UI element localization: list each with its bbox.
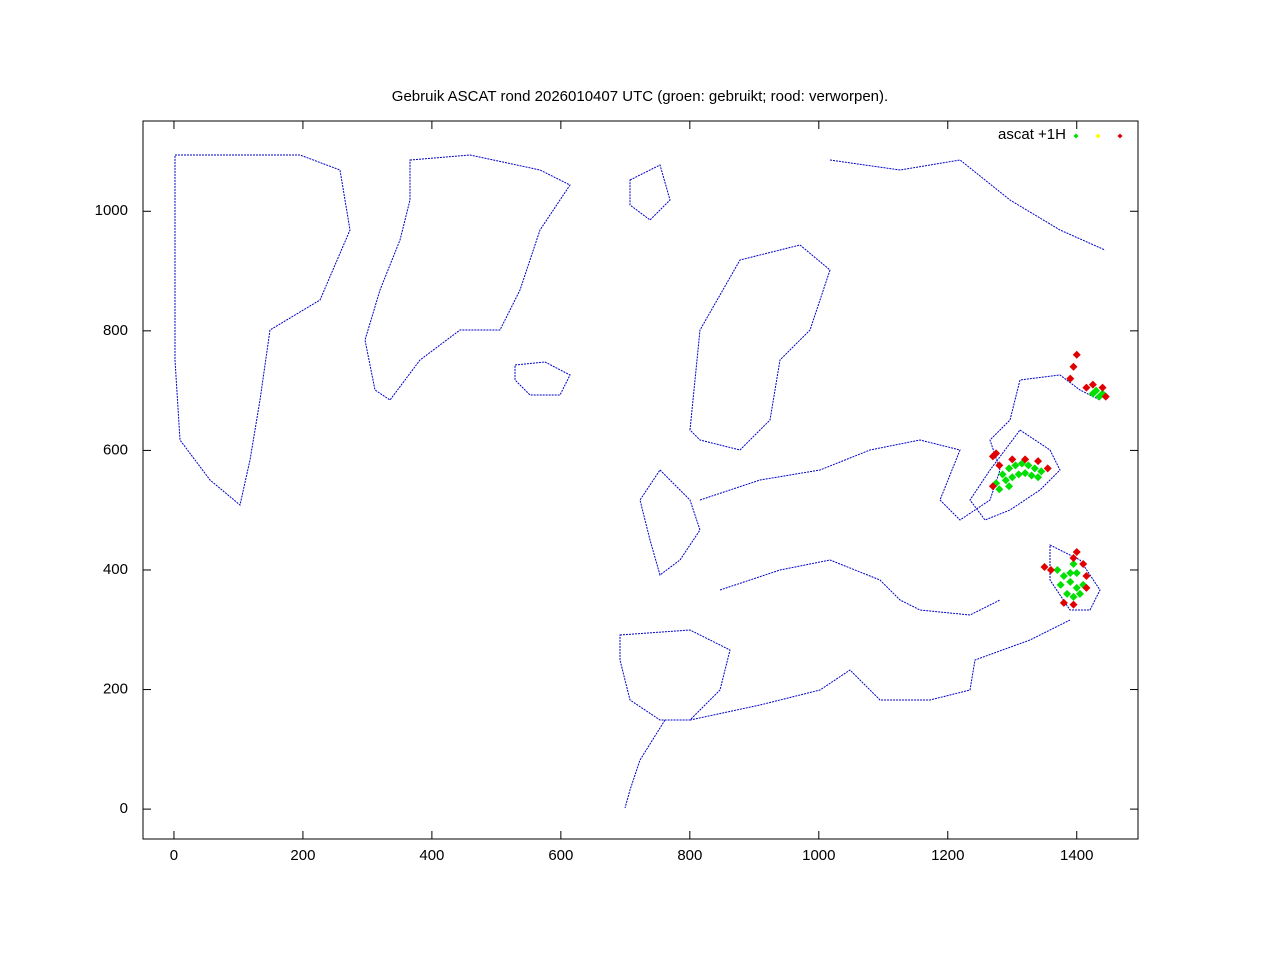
coastline [719,559,1001,616]
data-point [1053,565,1062,574]
data-point [1082,583,1091,592]
data-point [1021,469,1030,478]
coastlines [174,154,1106,809]
coastline [364,154,571,401]
y-tick-label: 200 [103,681,128,698]
data-point [1034,457,1043,466]
data-point [1024,461,1033,470]
data-point [1075,589,1084,598]
coastline [639,469,701,576]
data-point [1027,471,1036,480]
data-point [1069,554,1078,563]
legend-marker [1117,133,1123,139]
y-tick-label: 1000 [95,202,128,219]
x-tick-label: 200 [290,847,315,864]
y-tick-label: 800 [103,322,128,339]
legend-marker [1095,133,1101,139]
data-point [1066,577,1075,586]
data-point [1059,598,1068,607]
data-point [1005,482,1014,491]
data-point [1005,464,1014,473]
data-point [995,461,1004,470]
coastline [629,164,671,221]
data-point [1082,383,1091,392]
data-point [1101,392,1110,401]
coastline [689,244,831,451]
y-tick-label: 400 [103,561,128,578]
data-point [1059,571,1068,580]
coastline [699,374,1101,521]
x-tick-label: 800 [677,847,702,864]
data-point [1021,455,1030,464]
data-point [1069,559,1078,568]
data-point [1072,568,1081,577]
plot-area [988,350,1110,609]
data-point [1069,592,1078,601]
coastline [174,154,351,506]
data-point [1040,562,1049,571]
data-point [1008,455,1017,464]
data-point [1066,568,1075,577]
plot-frame [142,120,1139,840]
x-tick-label: 1000 [802,847,835,864]
data-point [1008,473,1017,482]
y-tick-label: 600 [103,441,128,458]
data-point [992,449,1001,458]
coastline [829,159,1106,251]
data-point [1034,473,1043,482]
coastline [514,361,571,396]
data-point [995,485,1004,494]
data-point [1069,362,1078,371]
data-point [1072,350,1081,359]
coastline [1049,544,1101,611]
x-tick-label: 400 [419,847,444,864]
data-point [1046,565,1055,574]
coastline [619,629,731,721]
data-point [1072,583,1081,592]
data-point [1037,467,1046,476]
data-point [988,482,997,491]
data-point [1092,386,1101,395]
data-point [1063,589,1072,598]
x-tick-label: 1400 [1060,847,1093,864]
data-point [1011,461,1020,470]
data-point [1043,464,1052,473]
y-tick-label: 0 [120,800,128,817]
data-point [1001,476,1010,485]
data-point [1082,571,1091,580]
data-point [1030,464,1039,473]
legend-marker [1073,133,1079,139]
data-point [1069,600,1078,609]
data-point [1088,380,1097,389]
coastline [624,619,1071,809]
data-point [1056,580,1065,589]
data-point [998,470,1007,479]
data-point [1079,559,1088,568]
data-point [1098,383,1107,392]
coastline [969,429,1061,521]
x-tick-label: 600 [548,847,573,864]
chart-title: Gebruik ASCAT rond 2026010407 UTC (groen… [392,88,888,105]
legend-label: ascat +1H [998,126,1066,143]
data-point [1066,374,1075,383]
data-point [1014,470,1023,479]
data-point [1072,548,1081,557]
x-tick-label: 1200 [931,847,964,864]
x-tick-label: 0 [170,847,178,864]
